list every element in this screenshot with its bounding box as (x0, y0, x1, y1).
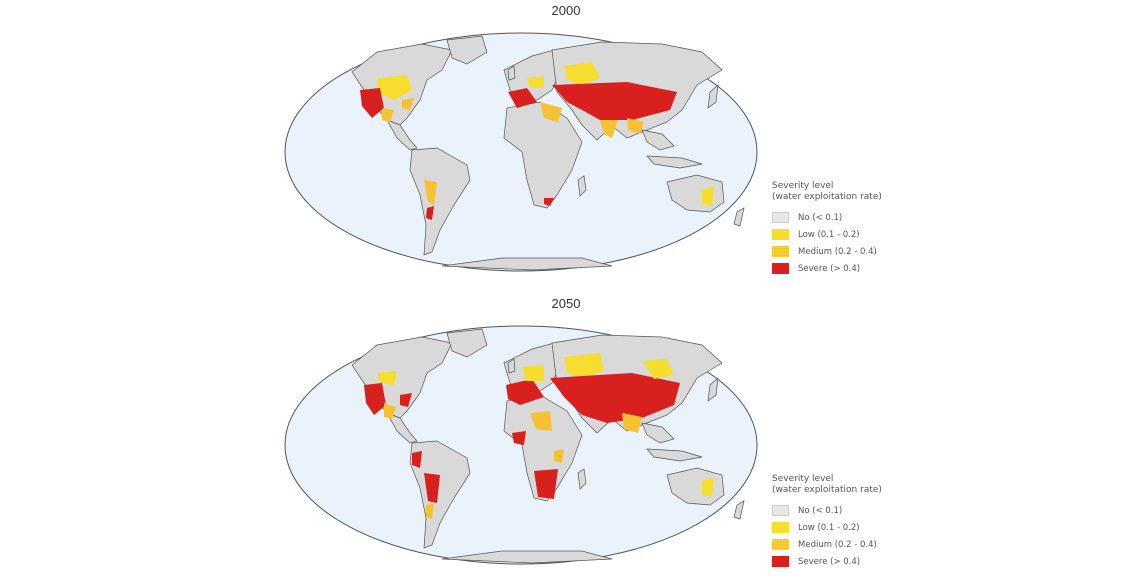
water-stress-2050 (364, 353, 714, 519)
legend-label: Low (0.1 - 0.2) (798, 522, 860, 533)
southeast-asia (641, 422, 675, 444)
japan (707, 377, 719, 402)
legend-subtitle: (water exploitation rate) (772, 485, 882, 495)
legend-item-low: Low (0.1 - 0.2) (772, 519, 932, 536)
stress-region (627, 118, 644, 134)
stress-region (554, 449, 564, 463)
stress-region (527, 76, 544, 88)
stress-region (564, 353, 604, 378)
legend-swatch (772, 212, 789, 223)
stress-region (564, 62, 600, 85)
legend-swatch (772, 522, 789, 533)
legend-label: Medium (0.2 - 0.4) (798, 539, 877, 550)
stress-region (377, 75, 412, 100)
legend-item-no: No (< 0.1) (772, 502, 932, 519)
stress-region (508, 88, 537, 108)
stress-region (506, 379, 544, 405)
stress-region (412, 451, 422, 468)
legend-label: No (< 0.1) (798, 505, 843, 516)
stress-region (622, 413, 642, 433)
legend-label: Severe (> 0.4) (798, 556, 861, 567)
indonesia (646, 448, 703, 462)
legend-item-medium: Medium (0.2 - 0.4) (772, 536, 932, 553)
legend-item-severe: Severe (> 0.4) (772, 260, 932, 277)
legend-label: Severe (> 0.4) (798, 263, 861, 274)
legend-item-no: No (< 0.1) (772, 209, 932, 226)
legend-swatch (772, 246, 789, 257)
antarctica (441, 257, 613, 271)
japan (707, 84, 719, 109)
stress-region (400, 393, 412, 407)
madagascar (577, 175, 587, 197)
legend-item-low: Low (0.1 - 0.2) (772, 226, 932, 243)
madagascar (577, 468, 587, 490)
stress-region (360, 88, 384, 118)
stress-region (522, 365, 544, 381)
map-title-2000: 2000 (551, 3, 581, 18)
stress-region (534, 469, 558, 499)
indonesia (646, 155, 703, 169)
stress-region (377, 371, 397, 385)
stress-region (550, 373, 680, 423)
new-zealand (733, 500, 745, 520)
stress-region (384, 403, 396, 419)
stress-region (424, 473, 440, 503)
uk (507, 65, 516, 81)
legend-item-medium: Medium (0.2 - 0.4) (772, 243, 932, 260)
stress-region (552, 82, 677, 120)
south-america (409, 147, 471, 256)
world-map-2000 (284, 32, 758, 272)
legend-swatch (772, 539, 789, 550)
stress-region (382, 108, 394, 122)
legend-2050: Severity level (water exploitation rate)… (772, 474, 932, 570)
stress-region (642, 359, 674, 379)
map-panel-2000: 2000 (284, 3, 932, 277)
legend-label: No (< 0.1) (798, 212, 843, 223)
legend-label: Medium (0.2 - 0.4) (798, 246, 877, 257)
world-map-2050 (284, 325, 758, 565)
stress-region (530, 411, 552, 431)
stress-region (426, 503, 434, 519)
legend-title: Severity level (772, 181, 834, 191)
stress-region (600, 120, 618, 138)
southeast-asia (641, 129, 675, 151)
legend-title: Severity level (772, 474, 834, 484)
antarctica (441, 550, 613, 564)
greenland (446, 328, 488, 358)
south-america (409, 440, 471, 549)
stress-region (364, 383, 386, 415)
uk (507, 358, 516, 374)
central-america (386, 412, 418, 444)
legend-swatch (772, 505, 789, 516)
stress-region (702, 477, 714, 497)
new-zealand (733, 207, 745, 227)
central-america (386, 119, 418, 151)
legend-label: Low (0.1 - 0.2) (798, 229, 860, 240)
stress-region (544, 198, 554, 206)
stress-region (424, 180, 437, 205)
legend-swatch (772, 556, 789, 567)
stress-region (426, 206, 434, 220)
legend-swatch (772, 229, 789, 240)
stress-region (512, 431, 526, 445)
map-panel-2050: 2050 (0, 293, 1132, 586)
map-title-2050: 2050 (551, 296, 581, 311)
stress-region (702, 186, 714, 206)
greenland (446, 35, 488, 65)
legend-subtitle: (water exploitation rate) (772, 192, 882, 202)
stress-region (540, 102, 562, 122)
legend-item-severe: Severe (> 0.4) (772, 553, 932, 570)
water-stress-2000 (360, 62, 714, 220)
legend-swatch (772, 263, 789, 274)
stress-region (402, 98, 414, 110)
legend-2000: Severity level (water exploitation rate)… (772, 181, 932, 277)
